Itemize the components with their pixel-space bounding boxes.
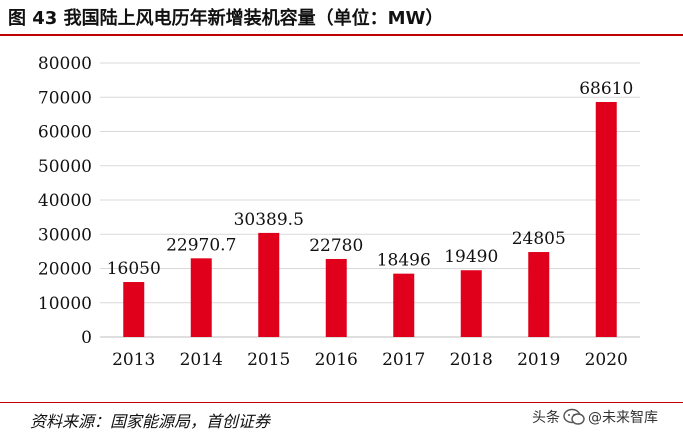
value-label-2019: 24805 xyxy=(512,229,566,249)
x-tick-label-2018: 2018 xyxy=(450,350,493,370)
x-tick-label-2013: 2013 xyxy=(112,350,155,370)
title-divider xyxy=(0,34,683,36)
y-tick-label: 40000 xyxy=(38,191,92,211)
bar-2015 xyxy=(258,232,280,337)
footer-divider xyxy=(0,402,683,403)
bar-2014 xyxy=(190,258,212,337)
gridlines xyxy=(100,62,640,338)
value-label-2015: 30389.5 xyxy=(234,210,304,230)
value-label-2013: 16050 xyxy=(107,259,161,279)
watermark-right-text: @未来智库 xyxy=(588,410,658,426)
y-tick-label: 10000 xyxy=(38,294,92,314)
value-label-2017: 18496 xyxy=(377,251,431,271)
x-tick-label-2019: 2019 xyxy=(517,350,560,370)
y-tick-label: 70000 xyxy=(38,88,92,108)
bar-2019 xyxy=(528,252,550,337)
bar-2018 xyxy=(460,270,482,337)
y-tick-label: 30000 xyxy=(38,225,92,245)
bar-2016 xyxy=(325,258,347,337)
watermark: 头条 @未来智库 xyxy=(532,402,682,432)
bar-chart: 0 10000 20000 30000 40000 50000 60000 70000 8000… xyxy=(38,54,640,370)
y-tick-label: 0 xyxy=(81,328,92,348)
watermark-left-text: 头条 xyxy=(532,410,560,426)
y-axis-ticks: 0 10000 20000 30000 40000 50000 60000 70000 8000… xyxy=(38,54,92,348)
x-axis-ticks: 2013 2014 2015 2016 2017 2018 2019 2020 xyxy=(112,350,628,370)
source-note: 资料来源：国家能源局，首创证券 xyxy=(30,412,271,431)
value-label-2018: 19490 xyxy=(444,247,498,267)
bar-2017 xyxy=(393,273,415,337)
y-tick-label: 20000 xyxy=(38,260,92,280)
bar-2020 xyxy=(595,102,617,338)
y-tick-label: 80000 xyxy=(38,54,92,74)
value-label-2020: 68610 xyxy=(579,79,633,99)
x-tick-label-2020: 2020 xyxy=(585,350,628,370)
wechat-bubble-icon xyxy=(563,408,585,425)
value-label-2016: 22780 xyxy=(309,236,363,256)
y-tick-label: 60000 xyxy=(38,123,92,143)
value-label-2014: 22970.7 xyxy=(166,235,236,255)
bars xyxy=(123,102,617,338)
x-tick-label-2014: 2014 xyxy=(180,350,223,370)
x-tick-label-2015: 2015 xyxy=(247,350,290,370)
bar-2013 xyxy=(123,282,145,337)
x-tick-label-2016: 2016 xyxy=(315,350,358,370)
figure-title: 图 43 我国陆上风电历年新增装机容量（单位：MW） xyxy=(8,8,444,29)
y-tick-label: 50000 xyxy=(38,157,92,177)
x-tick-label-2017: 2017 xyxy=(382,350,425,370)
